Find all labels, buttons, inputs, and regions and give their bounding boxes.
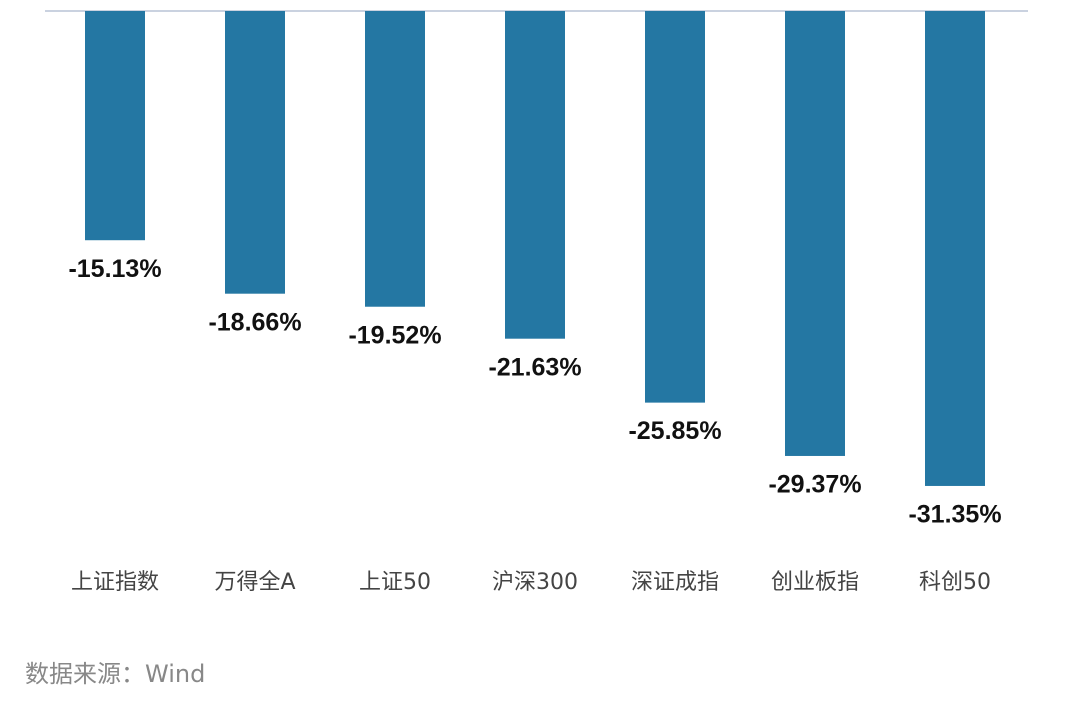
value-label: -31.35% <box>908 501 1001 529</box>
category-label: 万得全A <box>214 570 295 595</box>
bar <box>85 11 145 241</box>
bar <box>645 11 705 403</box>
category-label: 上证指数 <box>71 570 159 595</box>
value-label: -19.52% <box>348 321 441 349</box>
value-label: -21.63% <box>488 353 581 381</box>
value-label: -18.66% <box>208 308 301 336</box>
value-label: -15.13% <box>68 255 161 283</box>
value-label: -25.85% <box>628 417 721 445</box>
category-label: 深证成指 <box>631 570 719 595</box>
bar <box>505 11 565 339</box>
category-label: 创业板指 <box>771 570 859 595</box>
bar <box>225 11 285 294</box>
category-label: 沪深300 <box>492 570 578 595</box>
value-label: -29.37% <box>768 471 861 499</box>
category-label: 上证50 <box>359 570 431 595</box>
source-note: 数据来源：Wind <box>25 660 205 688</box>
bar <box>785 11 845 456</box>
bar <box>365 11 425 307</box>
bar <box>925 11 985 486</box>
category-label: 科创50 <box>919 570 991 595</box>
